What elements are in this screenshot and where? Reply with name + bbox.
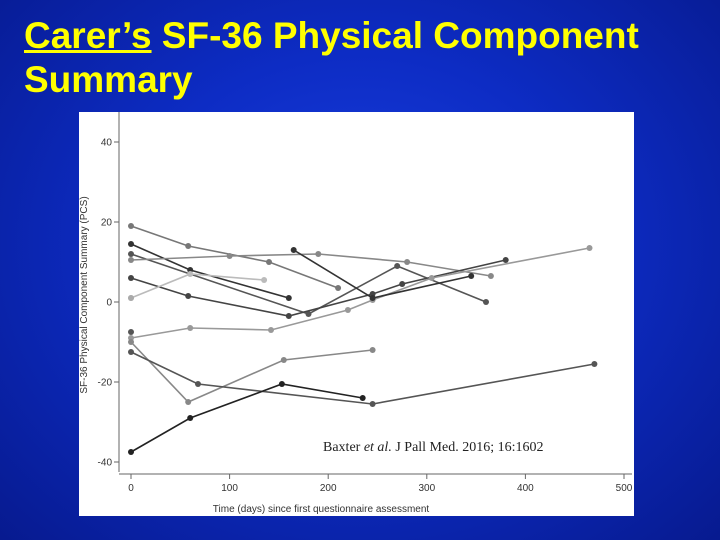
data-point bbox=[268, 327, 274, 333]
series-11 bbox=[128, 349, 598, 407]
series-12 bbox=[128, 381, 366, 455]
series-line bbox=[130, 383, 363, 453]
title-second-line: Summary bbox=[24, 59, 193, 100]
x-tick-label: 200 bbox=[320, 483, 337, 494]
y-tick-label: -20 bbox=[98, 378, 113, 389]
series-3 bbox=[128, 251, 489, 317]
data-point bbox=[187, 415, 194, 421]
series-7 bbox=[128, 295, 134, 301]
citation-authors: Baxter bbox=[323, 440, 364, 455]
data-point bbox=[266, 259, 272, 265]
data-point bbox=[128, 241, 134, 247]
data-point bbox=[185, 399, 192, 405]
y-tick-label: 40 bbox=[101, 138, 113, 149]
data-point bbox=[404, 259, 411, 265]
data-point bbox=[187, 271, 194, 277]
data-point bbox=[128, 257, 134, 263]
title-carers-underlined: Carer’s bbox=[24, 15, 152, 56]
y-tick-label: 20 bbox=[101, 218, 113, 229]
data-point bbox=[285, 313, 292, 319]
data-point bbox=[195, 381, 201, 387]
x-tick-label: 0 bbox=[128, 483, 134, 494]
series-4 bbox=[128, 251, 494, 279]
slide-title: Carer’s SF-36 Physical Component Summary bbox=[24, 14, 639, 102]
data-point bbox=[128, 329, 134, 335]
x-tick-label: 300 bbox=[418, 483, 435, 494]
data-point bbox=[335, 285, 342, 291]
series-10 bbox=[128, 339, 376, 405]
citation-etal: et al. bbox=[364, 440, 392, 455]
x-tick-label: 500 bbox=[616, 483, 633, 494]
data-point bbox=[280, 357, 287, 363]
series-line bbox=[130, 253, 487, 315]
data-point bbox=[128, 339, 134, 345]
series-line bbox=[130, 243, 290, 299]
data-point bbox=[502, 257, 509, 263]
data-point bbox=[487, 273, 494, 279]
data-point bbox=[285, 295, 292, 301]
data-point bbox=[128, 449, 134, 455]
series-lines bbox=[128, 223, 598, 455]
data-point bbox=[369, 401, 376, 407]
data-point bbox=[187, 325, 194, 331]
data-point bbox=[399, 281, 406, 287]
series-line bbox=[130, 341, 373, 403]
x-tick-label: 100 bbox=[221, 483, 238, 494]
series-2 bbox=[128, 241, 292, 301]
data-point bbox=[128, 223, 134, 229]
y-tick-label: -40 bbox=[98, 458, 113, 469]
series-line bbox=[130, 247, 590, 339]
x-axis-title: Time (days) since first questionnaire as… bbox=[213, 504, 430, 515]
data-point bbox=[369, 347, 376, 353]
data-point bbox=[261, 277, 268, 283]
chart-panel: -40 -20 0 20 40 0 100 200 300 400 500 SF-36 Physic… bbox=[79, 112, 634, 516]
data-point bbox=[428, 275, 435, 281]
data-point bbox=[128, 251, 134, 257]
y-tick-label: 0 bbox=[106, 298, 112, 309]
data-point bbox=[305, 311, 312, 317]
data-point bbox=[344, 307, 351, 313]
citation-journal: J Pall Med. 2016; 16:1602 bbox=[392, 440, 544, 455]
data-point bbox=[185, 293, 192, 299]
series-9 bbox=[128, 329, 134, 335]
series-8 bbox=[128, 245, 593, 341]
data-point bbox=[185, 243, 192, 249]
data-point bbox=[359, 395, 366, 401]
series-5 bbox=[128, 257, 509, 319]
data-point bbox=[290, 247, 297, 253]
data-point bbox=[128, 275, 134, 281]
data-point bbox=[369, 295, 376, 301]
data-point bbox=[586, 245, 593, 251]
x-tick-label: 400 bbox=[517, 483, 534, 494]
data-point bbox=[278, 381, 285, 387]
series-line bbox=[130, 351, 595, 405]
data-point bbox=[483, 299, 489, 305]
y-axis-title: SF-36 Physical Component Summary (PCS) bbox=[79, 196, 90, 393]
series-line bbox=[130, 259, 506, 317]
citation-annotation: Baxter et al. J Pall Med. 2016; 16:1602 bbox=[323, 440, 544, 455]
series-13 bbox=[290, 247, 475, 301]
data-point bbox=[394, 263, 401, 269]
title-main-text: SF-36 Physical Component bbox=[151, 15, 639, 56]
data-point bbox=[128, 295, 134, 301]
data-point bbox=[591, 361, 598, 367]
data-point bbox=[315, 251, 322, 257]
data-point bbox=[128, 349, 134, 355]
data-point bbox=[226, 253, 233, 259]
data-point bbox=[468, 273, 475, 279]
